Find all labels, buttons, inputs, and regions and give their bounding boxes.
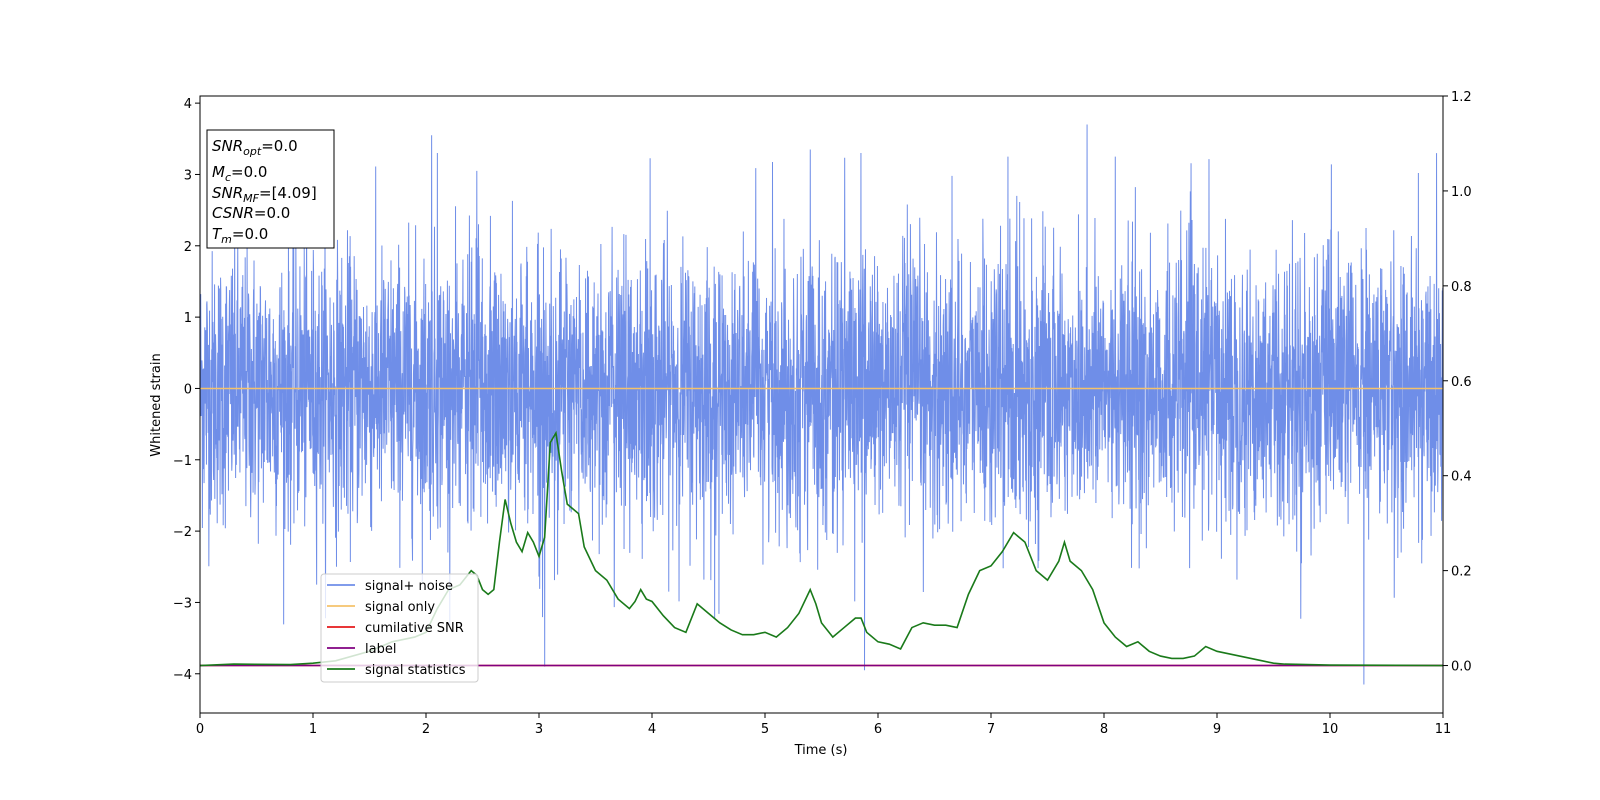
x-tick-label: 2 bbox=[422, 722, 430, 737]
x-tick-label: 1 bbox=[309, 722, 317, 737]
legend: signal+ noise signal only cumilative SNR la… bbox=[320, 573, 479, 683]
info-snr-mf: SNRMF=[4.09] bbox=[212, 184, 317, 205]
legend-frame bbox=[320, 573, 479, 683]
y-tick-label: −1 bbox=[173, 454, 192, 469]
legend-label: signal only bbox=[365, 600, 435, 615]
x-tick-label: 7 bbox=[987, 722, 995, 737]
legend-label: signal+ noise bbox=[365, 579, 453, 594]
x-tick-label: 9 bbox=[1213, 722, 1221, 737]
info-box-frame bbox=[206, 129, 335, 249]
x-tick-label: 11 bbox=[1435, 722, 1452, 737]
plot-frame bbox=[199, 95, 1444, 714]
noise-series bbox=[199, 124, 1444, 685]
y2-tick-label: 0.6 bbox=[1451, 375, 1472, 390]
y-tick-label: 4 bbox=[184, 97, 192, 112]
x-tick-label: 0 bbox=[196, 722, 204, 737]
info-mc: Mc=0.0 bbox=[212, 163, 267, 184]
y2-tick-label: 0.8 bbox=[1451, 280, 1472, 295]
y2-tick-label: 1.0 bbox=[1451, 185, 1472, 200]
y-tick-label: 1 bbox=[184, 311, 192, 326]
legend-label: label bbox=[365, 642, 396, 657]
y-tick-label: 3 bbox=[184, 168, 192, 183]
y-tick-label: 0 bbox=[184, 382, 192, 397]
x-tick-label: 4 bbox=[648, 722, 656, 737]
y2-tick-label: 1.2 bbox=[1451, 90, 1472, 105]
x-tick-label: 8 bbox=[1100, 722, 1108, 737]
signal-noise-line bbox=[199, 124, 1444, 685]
x-axis: 0 1 2 3 4 5 6 7 8 9 10 11 bbox=[196, 713, 1451, 737]
info-tm: Tm=0.0 bbox=[212, 225, 268, 246]
legend-label: signal statistics bbox=[365, 663, 466, 678]
x-tick-label: 10 bbox=[1322, 722, 1339, 737]
x-tick-label: 3 bbox=[535, 722, 543, 737]
y-tick-label: −3 bbox=[173, 596, 192, 611]
x-tick-label: 5 bbox=[761, 722, 769, 737]
y-axis-right: 0.0 0.2 0.4 0.6 0.8 1.0 1.2 bbox=[1443, 90, 1472, 675]
y-tick-label: −2 bbox=[173, 525, 192, 540]
y-axis-label: Whitened strain bbox=[149, 353, 164, 456]
info-box: SNRopt=0.0 Mc=0.0 SNRMF=[4.09] CSNR=0.0 … bbox=[206, 129, 335, 249]
y-axis-left: −4 −3 −2 −1 0 1 2 3 4 bbox=[173, 97, 200, 683]
y-tick-label: −4 bbox=[173, 668, 192, 683]
legend-label: cumilative SNR bbox=[365, 621, 464, 636]
y-tick-label: 2 bbox=[184, 240, 192, 255]
x-tick-label: 6 bbox=[874, 722, 882, 737]
y2-tick-label: 0.0 bbox=[1451, 660, 1472, 675]
x-axis-label: Time (s) bbox=[794, 743, 848, 758]
signal-statistics-line bbox=[199, 430, 1444, 667]
info-snr-opt: SNRopt=0.0 bbox=[212, 137, 298, 158]
y2-tick-label: 0.2 bbox=[1451, 565, 1472, 580]
y2-tick-label: 0.4 bbox=[1451, 470, 1472, 485]
info-csnr: CSNR=0.0 bbox=[212, 204, 290, 222]
